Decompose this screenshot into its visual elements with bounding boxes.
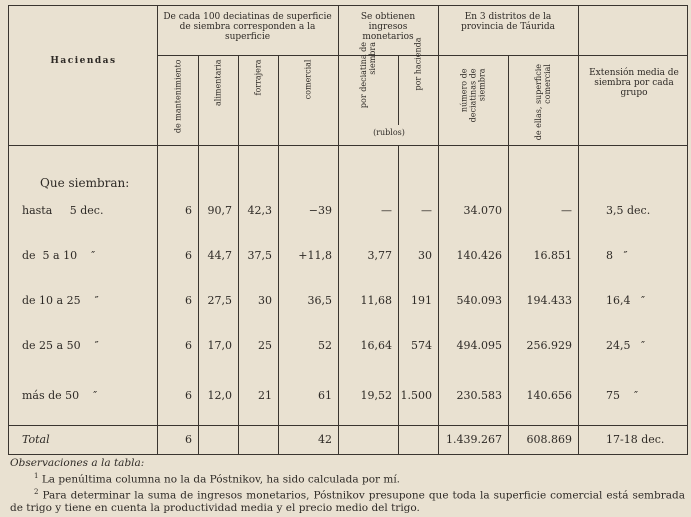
table-row-cell: 540.093 — [456, 294, 503, 307]
table-row-cell: +11,8 — [298, 249, 332, 262]
header-col-3: comercial — [303, 59, 313, 100]
total-row-cell: 17-18 dec. — [606, 433, 665, 446]
header-group-income: Se obtienen ingresos monetarios — [360, 12, 416, 42]
table-row-cell: 21 — [258, 389, 272, 402]
table-row-cell: 16.851 — [533, 249, 573, 262]
grid-line — [238, 55, 239, 455]
table-row-cell: 52 — [318, 339, 332, 352]
table-row-cell: 19,52 — [360, 389, 393, 402]
table-row-cell: 16,64 — [360, 339, 393, 352]
table-row-cell: 27,5 — [207, 294, 233, 307]
header-col-7: de ellas, superficie comercial — [534, 64, 552, 141]
grid-line — [398, 145, 399, 455]
table-row-cell: 90,7 — [207, 204, 233, 217]
table-row-cell: 44,7 — [207, 249, 233, 262]
grid-line — [157, 5, 158, 455]
table-row-cell: 494.095 — [456, 339, 503, 352]
table-row-cell: 140.656 — [526, 389, 573, 402]
header-col-2: forrajera — [253, 59, 263, 96]
grid-line — [338, 5, 339, 455]
total-row-cell: 1.439.267 — [446, 433, 502, 446]
table-row-cell: 11,68 — [360, 294, 393, 307]
row-label: más de 50 ″ — [22, 389, 98, 402]
table-row-cell: 1.500 — [400, 389, 433, 402]
row-label: de 25 a 50 ″ — [22, 339, 99, 352]
total-row-cell: 42 — [318, 433, 332, 446]
header-haciendas: Haciendas — [50, 56, 117, 66]
table-row-cell: — — [561, 204, 572, 217]
table-row-cell: 6 — [185, 204, 192, 217]
table-row-cell: 256.929 — [526, 339, 573, 352]
note-mark: 1 — [34, 471, 39, 480]
notes-title: Observaciones a la tabla: — [10, 457, 145, 469]
table-row-cell: −39 — [308, 204, 332, 217]
table-row-cell: 16,4 ″ — [606, 294, 646, 307]
note-mark: 2 — [34, 487, 39, 496]
grid-line — [438, 5, 439, 455]
header-col-0: de mantenimiento — [173, 59, 182, 134]
header-group-taurida: En 3 distritos de la provincia de Táurid… — [460, 12, 556, 32]
table-row-cell: 75 ″ — [606, 389, 639, 402]
table-row-cell: 30 — [258, 294, 272, 307]
table-row-cell: 30 — [418, 249, 432, 262]
grid-line — [578, 5, 579, 455]
table-row-cell: 3,77 — [367, 249, 393, 262]
row-label: de 5 a 10 ″ — [22, 249, 96, 262]
table-row-cell: 17,0 — [207, 339, 233, 352]
table-row-cell: 12,0 — [207, 389, 233, 402]
table-row-cell: 24,5 ″ — [606, 339, 646, 352]
table-row-cell: 8 ″ — [606, 249, 628, 262]
table-row-cell: 42,3 — [247, 204, 273, 217]
note-text: Para determinar la suma de ingresos mone… — [10, 489, 685, 514]
table-row-cell: — — [381, 204, 392, 217]
grid-line — [8, 425, 688, 426]
table-row-cell: 6 — [185, 339, 192, 352]
data-table — [8, 5, 688, 455]
header-col-6: número de deciatinas de siembra — [459, 68, 487, 123]
table-row-cell: 25 — [258, 339, 272, 352]
table-row-cell: 6 — [185, 389, 192, 402]
grid-line — [198, 55, 199, 455]
table-row-cell: 574 — [411, 339, 432, 352]
header-col-5: por hacienda — [413, 37, 423, 91]
header-col-1: alimentaria — [213, 59, 223, 107]
table-row-cell: 194.433 — [526, 294, 573, 307]
table-notes: Observaciones a la tabla: 1 La penúltima… — [10, 457, 685, 514]
table-row-cell: 230.583 — [456, 389, 503, 402]
table-row-cell: 191 — [411, 294, 432, 307]
header-extension-media: Extensión media de siembra por cada grup… — [589, 68, 679, 98]
header-col-4: por deciatina de siembra — [359, 42, 377, 109]
row-label: Total — [22, 433, 50, 446]
note-text: La penúltima columna no la da Póstnikov,… — [41, 473, 401, 485]
total-row-cell: 6 — [185, 433, 192, 446]
grid-line — [398, 55, 399, 125]
header-group-surface: De cada 100 deciatinas de superficie de … — [163, 12, 332, 42]
table-row-cell: 61 — [318, 389, 332, 402]
grid-line — [157, 55, 688, 56]
grid-line — [8, 145, 688, 146]
grid-line — [508, 55, 509, 455]
table-row-cell: 36,5 — [307, 294, 333, 307]
table-row-cell: — — [421, 204, 432, 217]
table-row-cell: 140.426 — [456, 249, 503, 262]
table-row-cell: 34.070 — [463, 204, 503, 217]
note-1: 1 La penúltima columna no la da Póstniko… — [10, 470, 685, 486]
header-unit-rublos: (rublos) — [373, 128, 405, 137]
row-label: hasta 5 dec. — [22, 204, 104, 217]
total-row-cell: 608.869 — [526, 433, 573, 446]
table-row-cell: 3,5 dec. — [606, 204, 651, 217]
note-2: 2 Para determinar la suma de ingresos mo… — [10, 486, 685, 515]
grid-line — [278, 55, 279, 455]
row-label: de 10 a 25 ″ — [22, 294, 99, 307]
table-row-cell: 37,5 — [247, 249, 273, 262]
table-row-cell: 6 — [185, 249, 192, 262]
table-row-cell: 6 — [185, 294, 192, 307]
section-label: Que siembran: — [40, 176, 130, 190]
